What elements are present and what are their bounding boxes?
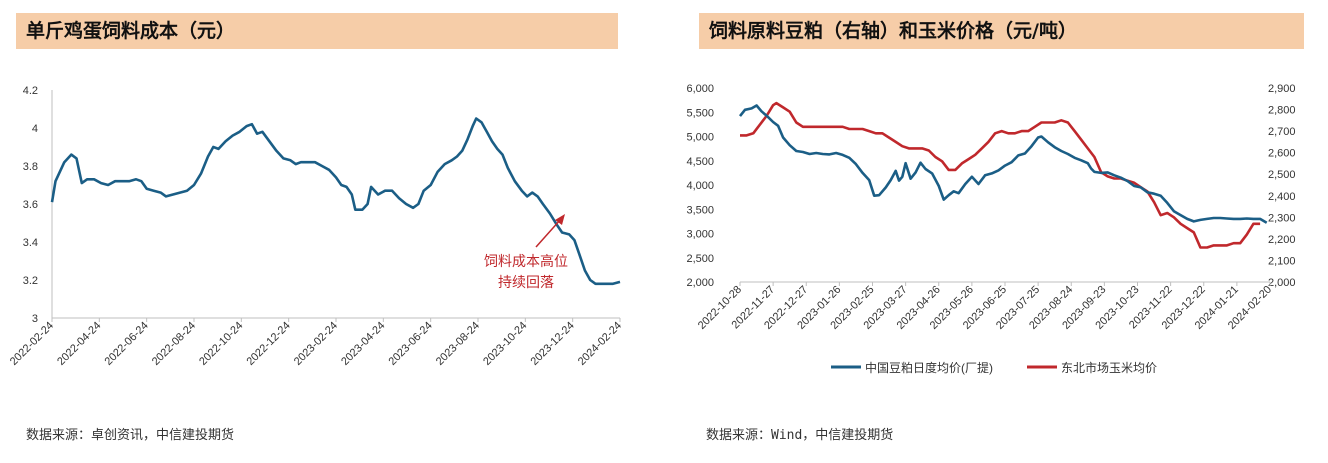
left-x-tick-label: 2023-04-24 bbox=[339, 320, 387, 368]
left-x-tick-label: 2024-02-24 bbox=[576, 320, 624, 368]
annotation-line-1: 饲料成本高位 bbox=[484, 253, 568, 269]
right-series-group bbox=[738, 101, 1268, 249]
left-y-axis: 3 3.2 3.4 3.6 3.8 4 4.2 bbox=[23, 85, 53, 325]
right-y2-tick-label: 2,300 bbox=[1268, 212, 1296, 224]
right-y-tick-label: 2,000 bbox=[686, 277, 714, 289]
annotation-arrow-head bbox=[555, 214, 565, 225]
right-chart-canvas: 2,000 2,500 3,000 3,500 4,000 4,500 5,000 5,500… bbox=[686, 83, 1296, 375]
right-y-tick-label: 5,500 bbox=[686, 107, 714, 119]
left-x-tick-label: 2022-08-24 bbox=[150, 320, 198, 368]
left-x-tick-label: 2023-12-24 bbox=[529, 320, 577, 368]
right-series-line-soymeal bbox=[738, 104, 1268, 224]
right-chart-title: 饲料原料豆粕（右轴）和玉米价格（元/吨） bbox=[699, 13, 1304, 49]
left-x-tick-label: 2023-06-24 bbox=[387, 320, 435, 368]
right-y-tick-label: 3,000 bbox=[686, 229, 714, 241]
left-series-group bbox=[50, 117, 621, 286]
right-y2-tick-label: 2,200 bbox=[1268, 234, 1296, 246]
right-series-line-corn bbox=[740, 101, 1261, 249]
right-y2-tick-label: 2,500 bbox=[1268, 169, 1296, 181]
right-y-tick-label: 3,500 bbox=[686, 204, 714, 216]
right-y-tick-label: 6,000 bbox=[686, 83, 714, 95]
left-y-tick-label: 3 bbox=[32, 313, 38, 325]
left-chart-title: 单斤鸡蛋饲料成本（元） bbox=[16, 13, 618, 49]
right-y-tick-label: 4,500 bbox=[686, 156, 714, 168]
right-chart-panel: 饲料原料豆粕（右轴）和玉米价格（元/吨） 2,000 2,500 3,000 3,50… bbox=[664, 0, 1328, 463]
right-y2-tick-label: 2,400 bbox=[1268, 191, 1296, 203]
annotation-arrow-line bbox=[535, 218, 562, 248]
left-x-tick-label: 2022-04-24 bbox=[55, 320, 103, 368]
left-x-tick-label: 2022-02-24 bbox=[8, 320, 56, 368]
right-y2-tick-label: 2,800 bbox=[1268, 105, 1296, 117]
left-y-tick-label: 3.2 bbox=[23, 275, 38, 287]
left-y-tick-label: 4.2 bbox=[23, 85, 38, 97]
left-x-tick-label: 2023-08-24 bbox=[434, 320, 482, 368]
left-y-tick-label: 4 bbox=[32, 123, 38, 135]
right-y-tick-label: 5,000 bbox=[686, 132, 714, 144]
right-y-tick-label: 2,500 bbox=[686, 253, 714, 265]
right-y2-tick-label: 2,700 bbox=[1268, 126, 1296, 138]
legend-label-corn: 东北市场玉米均价 bbox=[1061, 360, 1157, 375]
left-series-line bbox=[50, 117, 621, 286]
right-y-tick-label: 4,000 bbox=[686, 180, 714, 192]
right-source-note: 数据来源：Wind，中信建投期货 bbox=[706, 428, 894, 443]
left-chart-canvas: 33.23.43.63.844.2 2022-02-24 2022-04-24 20… bbox=[8, 85, 624, 368]
left-annotation-group: 饲料成本高位 持续回落 bbox=[484, 214, 568, 290]
right-y2-tick-label: 2,100 bbox=[1268, 255, 1296, 267]
left-source-note: 数据来源：卓创资讯，中信建投期货 bbox=[26, 428, 235, 443]
left-chart-panel: 单斤鸡蛋饲料成本（元） 3 3.2 3.4 3.6 3.8 4 4.2 2022-02-24… bbox=[8, 13, 624, 443]
left-y-tick-label: 3.6 bbox=[23, 199, 38, 211]
right-y2-tick-label: 2,000 bbox=[1268, 277, 1296, 289]
left-x-tick-label: 2023-10-24 bbox=[481, 320, 529, 368]
right-right-y-axis: 2,000 2,100 2,200 2,300 2,400 2,500 2,600 2,700… bbox=[1268, 83, 1296, 289]
annotation-line-2: 持续回落 bbox=[498, 274, 554, 290]
left-x-tick-label: 2022-06-24 bbox=[103, 320, 151, 368]
left-x-tick-label: 2022-12-24 bbox=[245, 320, 293, 368]
left-x-axis: 2022-02-24 2022-04-24 2022-06-24 2022-08-24… bbox=[8, 317, 624, 368]
right-y2-tick-label: 2,600 bbox=[1268, 148, 1296, 160]
right-left-y-axis: 2,000 2,500 3,000 3,500 4,000 4,500 5,000 5,500… bbox=[686, 83, 714, 289]
left-x-tick-label: 2023-02-24 bbox=[292, 320, 340, 368]
left-y-tick-label: 3.8 bbox=[23, 161, 38, 173]
legend-label-soymeal: 中国豆粕日度均价(厂提) bbox=[865, 360, 993, 375]
right-legend: 中国豆粕日度均价(厂提) 东北市场玉米均价 bbox=[831, 360, 1157, 375]
left-x-tick-label: 2022-10-24 bbox=[197, 320, 245, 368]
right-y2-tick-label: 2,900 bbox=[1268, 83, 1296, 95]
right-x-axis: 2022-10-282022-11-272022-12-272023-01-26… bbox=[696, 281, 1274, 332]
left-y-tick-label: 3.4 bbox=[23, 237, 38, 249]
